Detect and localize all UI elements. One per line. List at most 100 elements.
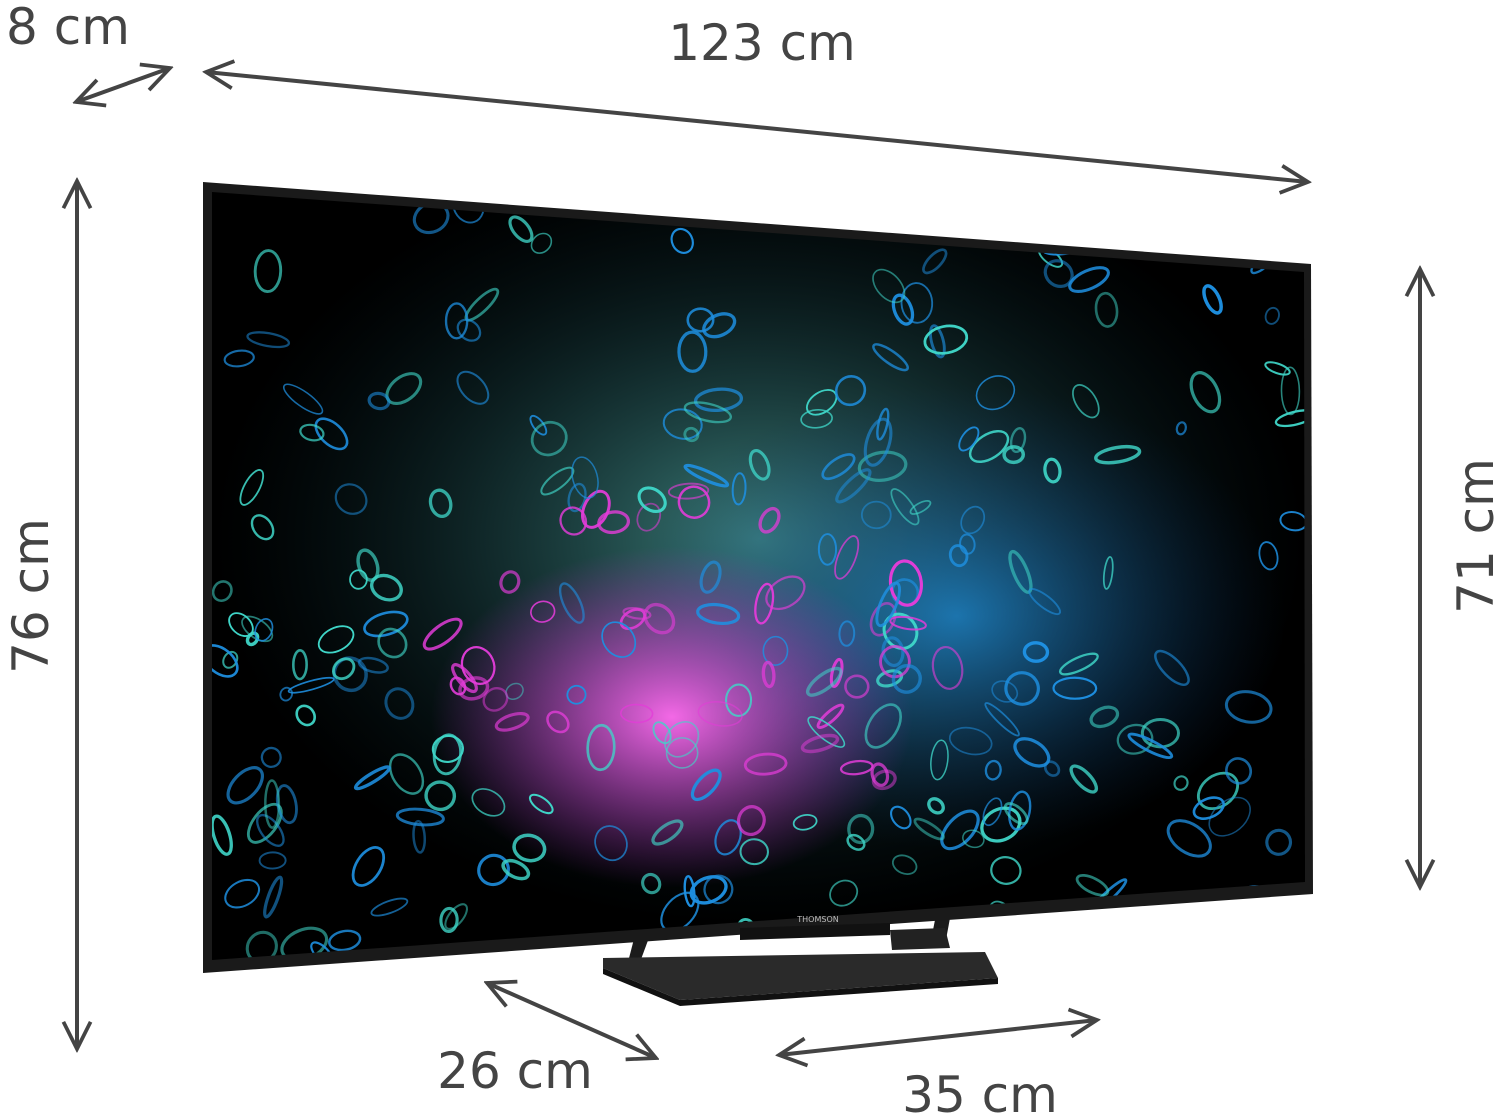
screen-particle [758, 506, 781, 534]
screen-particle [253, 249, 283, 294]
screen-particle [752, 193, 771, 220]
screen-particle [482, 687, 509, 712]
screen-particle [456, 318, 482, 342]
screen-particle [860, 500, 892, 530]
screen-particle [349, 569, 368, 590]
screen-particle [765, 575, 806, 611]
stand-depth-label: 26 cm [437, 1042, 593, 1100]
screen-particle [444, 302, 469, 340]
screen-particle [990, 856, 1022, 885]
screen-particle [683, 875, 696, 908]
screen-particle [370, 573, 403, 602]
screen-particle [1008, 790, 1032, 831]
screen-particle [696, 602, 741, 626]
screen-particle [1264, 361, 1291, 376]
screen-particle [667, 482, 710, 500]
screen-particle [725, 193, 771, 212]
screen-particle [1076, 202, 1118, 232]
screen-particle [689, 875, 728, 905]
screen-particle [254, 618, 274, 642]
screen-particle [1102, 556, 1114, 590]
screen-particle [451, 663, 478, 694]
screen-particle [835, 468, 872, 504]
screen-particle [622, 606, 652, 620]
screen-particle [1264, 306, 1280, 325]
screen-particle [1052, 676, 1098, 700]
screen-particle [683, 401, 733, 424]
screen-particle [530, 420, 568, 457]
screen-particle [422, 617, 463, 651]
screen-particle [762, 635, 789, 666]
screen-particle [246, 331, 291, 349]
screen-particle [567, 482, 587, 513]
screen-particle [428, 488, 453, 518]
screen-particle [922, 248, 948, 275]
screen-particle [256, 813, 285, 847]
screen-particle [817, 533, 838, 566]
screen-particle [501, 858, 531, 881]
screen-particle [1127, 732, 1174, 760]
screen-particle [725, 683, 753, 717]
screen-particle [889, 615, 927, 631]
screen-particle [412, 819, 427, 854]
screen-particle [1028, 588, 1062, 616]
screen-particle [620, 703, 654, 724]
screen-particle [530, 232, 553, 254]
screen-particle [226, 766, 264, 805]
screen-particle [876, 407, 890, 441]
screen-particle [890, 488, 920, 526]
screen-particle [739, 838, 769, 866]
screen-particle [619, 608, 646, 630]
screen-particle [928, 324, 946, 359]
screen-particle [332, 657, 356, 681]
screen-particle [863, 417, 893, 467]
screen-particle [677, 485, 711, 519]
screen-particle [1202, 284, 1223, 315]
screen-particle [363, 610, 409, 638]
brand-logo: THOMSON [796, 915, 838, 924]
screen-particle [508, 215, 534, 243]
screen-particle [736, 805, 766, 836]
screen-particle [702, 312, 737, 339]
screen-particle [1043, 259, 1074, 289]
screen-particle [1173, 775, 1189, 791]
screen-particle [586, 723, 616, 772]
screen-particle [328, 929, 362, 952]
screen-height-label: 71 cm [1447, 458, 1500, 614]
screen-particle [1075, 873, 1110, 897]
screen-particle [1094, 444, 1142, 465]
screen-particle [714, 819, 742, 856]
screen-particle [377, 627, 408, 659]
screen-particle [449, 676, 467, 696]
screen-particle [940, 192, 984, 220]
screen-particle [664, 721, 700, 758]
screen-particle [444, 903, 468, 930]
screen-particle [816, 703, 845, 730]
depth-arrow [76, 68, 170, 102]
screen-particle [891, 664, 922, 694]
screen-particle [1225, 757, 1253, 785]
screen-particle [1058, 652, 1099, 676]
screen-particle [384, 687, 415, 720]
screen-particle [559, 506, 588, 536]
screen-particle [683, 426, 700, 443]
screen-particle [872, 268, 906, 304]
screen-particle [927, 797, 945, 815]
screen-particle [295, 704, 317, 727]
screen-particle [959, 533, 976, 555]
screen-particle [546, 710, 570, 734]
screen-particle [1154, 649, 1190, 687]
screen-particle [424, 780, 457, 812]
screen-particle [1224, 690, 1273, 724]
screen-particle [212, 814, 233, 856]
screen-particle [264, 779, 281, 829]
width-arrow [206, 72, 1308, 182]
screen-particle [334, 483, 368, 515]
screen-particle [968, 429, 1010, 463]
screen-particle [761, 660, 776, 689]
tv: THOMSON [203, 182, 1313, 973]
screen-particle [1258, 541, 1279, 571]
screen-particle [594, 825, 628, 862]
screen-particle [665, 737, 699, 769]
